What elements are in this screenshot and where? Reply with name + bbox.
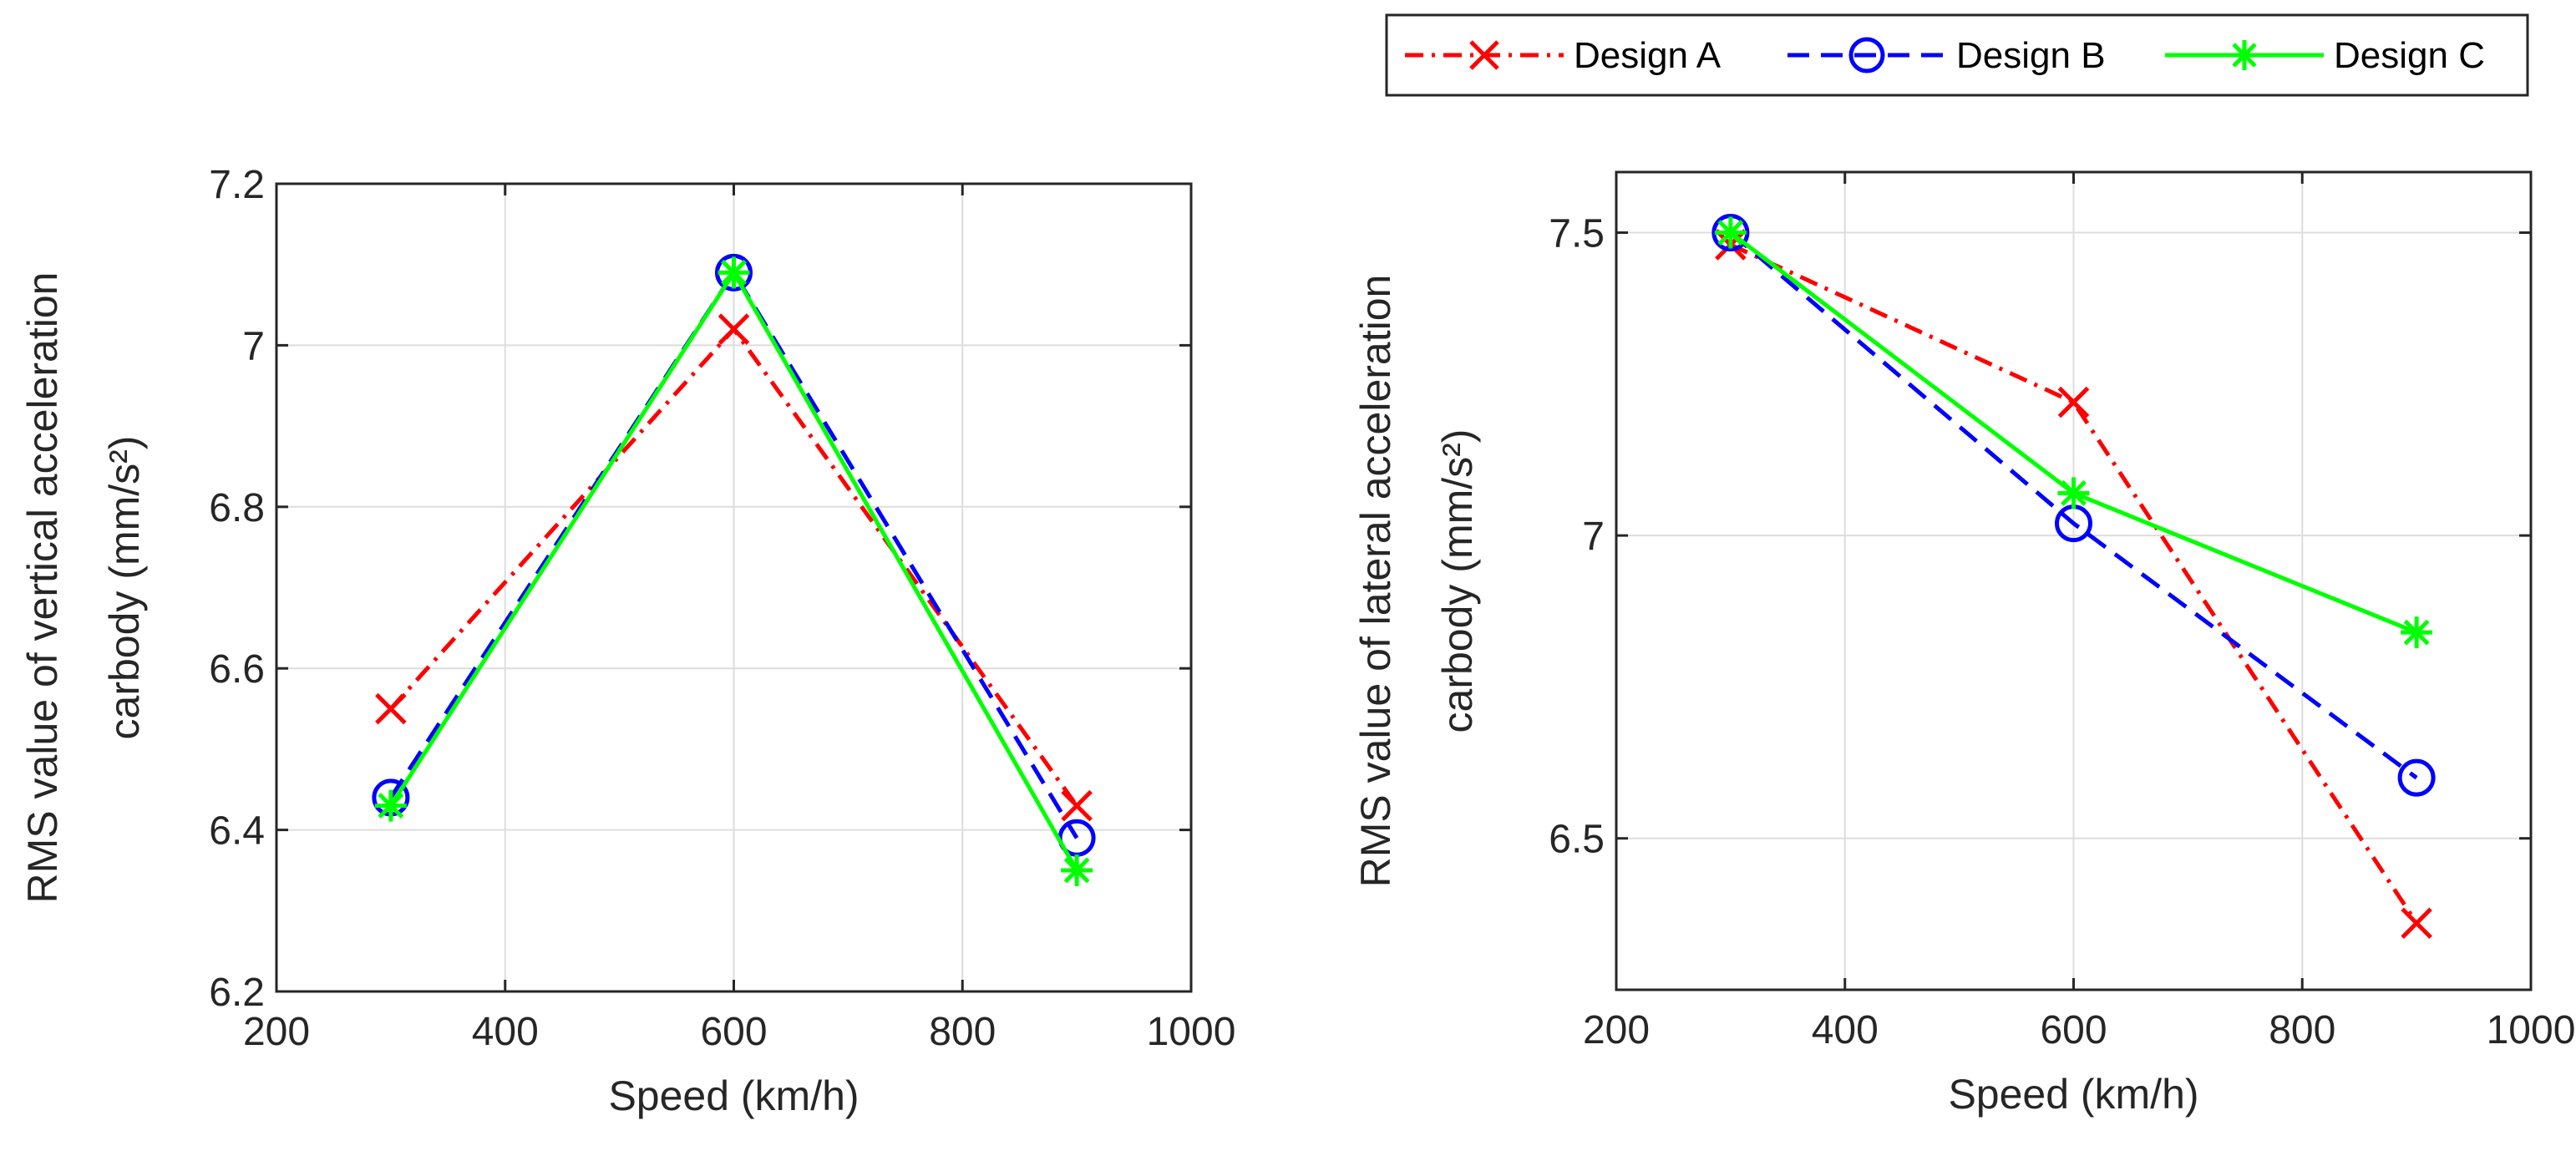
x-tick-label: 800 — [2269, 1008, 2335, 1052]
data-point — [1061, 854, 1093, 886]
legend-label: Design C — [2334, 35, 2485, 76]
grid — [276, 183, 1192, 992]
y-tick-label: 6.2 — [209, 971, 265, 1015]
data-point — [375, 692, 407, 725]
x-tick-label: 1000 — [2487, 1008, 2576, 1052]
data-point — [718, 256, 750, 289]
y-tick-label: 6.4 — [209, 809, 265, 854]
lateral-acceleration-chart: 200 400 600 800 1000 6.5 7 7.5 Speed (km/h) RMS v… — [1352, 170, 2576, 1118]
y-tick-label: 7.2 — [209, 163, 265, 207]
series-line — [1729, 231, 2418, 780]
legend-entry: Design C — [2165, 35, 2485, 76]
x-tick-label: 800 — [929, 1010, 996, 1054]
data-point — [374, 789, 407, 822]
y-tick-label: 6.6 — [209, 647, 265, 692]
legend-entry: Design A — [1405, 35, 1722, 76]
legend-marker — [1848, 37, 1885, 74]
axes-box — [1615, 170, 2533, 991]
y-tick-label: 7 — [242, 324, 265, 368]
legend-label: Design A — [1574, 35, 1722, 76]
data-point — [2057, 477, 2090, 510]
y-axis-label-line1: RMS value of lateral acceleration — [1352, 275, 1399, 888]
data-point — [2401, 616, 2433, 649]
series-design-c — [1714, 216, 2433, 649]
y-tick-label: 6.5 — [1549, 818, 1605, 862]
x-tick-label: 400 — [472, 1010, 539, 1054]
x-tick-label: 600 — [2040, 1008, 2107, 1052]
data-point — [2397, 758, 2436, 797]
data-point — [1711, 214, 1750, 252]
data-point — [715, 253, 753, 292]
data-point — [2057, 386, 2090, 418]
series-design-c — [374, 256, 1093, 886]
legend-marker — [2229, 40, 2259, 70]
x-tick-label: 200 — [1583, 1008, 1650, 1052]
legend-entry: Design B — [1787, 35, 2106, 76]
data-point — [2401, 907, 2432, 939]
legend-marker — [1469, 40, 1499, 70]
x-tick-label: 1000 — [1147, 1010, 1236, 1054]
x-tick-label: 600 — [700, 1010, 767, 1054]
grid — [1615, 172, 2532, 990]
legend: Design A Design B Design C — [1385, 13, 2529, 97]
series-design-a — [375, 313, 1093, 822]
legend-label: Design B — [1956, 35, 2106, 76]
y-axis-label-line2: carbody (mm/s²) — [101, 436, 148, 740]
data-point — [718, 313, 750, 345]
y-axis-label-line1: RMS value of vertical acceleration — [19, 272, 66, 904]
series-line — [388, 268, 1079, 839]
data-point — [1714, 216, 1747, 249]
series-design-b — [1711, 214, 2436, 797]
y-tick-label: 6.8 — [209, 486, 265, 530]
x-tick-label: 200 — [243, 1010, 310, 1054]
vertical-acceleration-chart: 200 400 600 800 1000 6.2 6.4 6.6 6.8 7 7.2 Speed (k… — [19, 163, 1235, 1119]
data-point — [1061, 789, 1093, 822]
legend-box — [1385, 13, 2529, 97]
series-line — [1729, 242, 2419, 925]
y-tick-label: 7.5 — [1549, 212, 1605, 256]
y-tick-label: 7 — [1582, 515, 1605, 559]
y-axis-label-line2: carbody (mm/s²) — [1434, 429, 1481, 733]
x-tick-label: 400 — [1812, 1008, 1879, 1052]
axes-box — [275, 182, 1193, 993]
x-axis-label: Speed (km/h) — [1948, 1071, 2198, 1118]
x-axis-label: Speed (km/h) — [608, 1072, 859, 1119]
